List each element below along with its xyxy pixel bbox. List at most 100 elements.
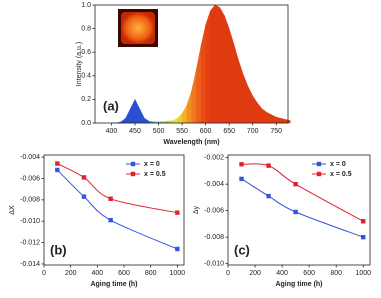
plot-frame — [94, 4, 289, 124]
data-point — [175, 246, 180, 252]
spectrum-area — [247, 86, 253, 124]
spectrum-area — [196, 46, 202, 124]
spectrum-area — [280, 118, 286, 124]
y-tick-label: -0.014 — [20, 261, 40, 268]
x-axis-label: Aging time (h) — [90, 281, 137, 288]
legend-marker — [316, 161, 322, 167]
data-point — [361, 234, 366, 240]
y-tick-label: -0.008 — [204, 234, 224, 241]
spectrum-area — [125, 108, 131, 124]
legend-label: x = 0 — [144, 161, 160, 168]
x-tick-label: 0 — [226, 270, 230, 277]
y-tick-label: 0.2 — [81, 96, 91, 103]
x-tick-label: 600 — [303, 270, 315, 277]
x-tick-label: 500 — [153, 128, 165, 135]
y-tick-label: -0.008 — [20, 197, 40, 204]
spectrum-area — [120, 117, 126, 124]
y-axis-label: Δy — [193, 205, 200, 214]
spectrum-area — [172, 117, 178, 124]
spectrum-area — [233, 43, 239, 124]
y-tick-label: -0.006 — [204, 208, 224, 215]
spectrum-area — [144, 117, 150, 124]
x-tick-label: 800 — [145, 270, 157, 277]
x-tick-label: 1000 — [170, 270, 186, 277]
plot-frame — [43, 154, 185, 266]
legend-marker — [130, 171, 136, 177]
legend-marker — [130, 161, 136, 167]
series-line — [57, 163, 178, 214]
x-tick-label: 450 — [129, 128, 141, 135]
spectrum-area — [186, 91, 192, 124]
data-point — [55, 167, 60, 173]
spectrum-area — [181, 104, 187, 124]
y-tick-label: 0.8 — [81, 25, 91, 32]
spectrum-area — [271, 114, 277, 124]
spectrum-area — [191, 69, 197, 124]
data-point — [81, 194, 87, 199]
data-point — [361, 219, 366, 224]
data-point — [108, 217, 113, 223]
y-tick-label: 0.4 — [81, 73, 91, 80]
data-point — [239, 176, 244, 182]
spectrum-area — [134, 99, 140, 124]
data-point — [55, 161, 60, 166]
x-tick-label: 1000 — [355, 270, 371, 277]
legend-marker — [316, 171, 322, 177]
y-tick-label: -0.010 — [204, 261, 224, 268]
y-tick-label: -0.004 — [204, 181, 224, 188]
spectrum-area — [252, 95, 258, 124]
spectrum-area — [257, 102, 263, 124]
x-tick-label: 400 — [106, 128, 118, 135]
data-point — [108, 196, 113, 201]
x-tick-label: 650 — [223, 128, 235, 135]
spectrum-area — [219, 6, 225, 124]
plot-frame — [227, 154, 371, 266]
data-point — [293, 209, 298, 215]
y-tick-label: -0.006 — [20, 175, 40, 182]
series-line — [56, 169, 178, 250]
panel-label: (b) — [50, 242, 67, 257]
data-point — [175, 210, 180, 215]
spectrum-area — [243, 74, 249, 124]
x-tick-label: 700 — [247, 128, 259, 135]
spectrum-area — [266, 112, 272, 124]
spectrum-area — [224, 15, 230, 124]
spectrum-area — [200, 25, 206, 124]
legend-label: x = 0 — [330, 161, 346, 168]
x-tick-label: 800 — [330, 270, 342, 277]
data-point — [239, 162, 244, 167]
inset-photo — [121, 12, 155, 44]
spectrum-area — [228, 28, 235, 124]
y-tick-label: 0.0 — [81, 120, 91, 127]
x-axis-label: Wavelength (nm) — [163, 139, 219, 146]
spectrum-area — [205, 10, 211, 124]
x-tick-label: 200 — [249, 270, 261, 277]
x-tick-label: 600 — [118, 270, 130, 277]
spectrum-area — [130, 99, 136, 124]
y-tick-label: -0.004 — [20, 154, 40, 161]
y-tick-label: -0.010 — [20, 218, 40, 225]
spectrum-area — [139, 108, 145, 124]
panel-label: (c) — [234, 242, 250, 257]
x-tick-label: 0 — [42, 270, 46, 277]
series-line — [241, 163, 364, 222]
x-tick-label: 750 — [270, 128, 282, 135]
spectrum-area — [177, 113, 183, 124]
spectrum-area — [261, 108, 268, 124]
legend-label: x = 0.5 — [330, 171, 352, 178]
y-tick-label: 0.6 — [81, 49, 91, 56]
x-tick-label: 200 — [65, 270, 77, 277]
y-axis-label: ΔX — [9, 205, 16, 215]
x-tick-label: 400 — [276, 270, 288, 277]
spectrum-area — [210, 4, 216, 124]
data-point — [293, 181, 298, 187]
series-line — [241, 178, 364, 238]
spectrum-area — [214, 4, 220, 124]
data-point — [266, 193, 271, 199]
x-axis-label: Aging time (h) — [275, 281, 322, 288]
x-tick-label: 550 — [176, 128, 188, 135]
y-tick-label: -0.012 — [20, 239, 40, 246]
data-point — [81, 175, 87, 180]
